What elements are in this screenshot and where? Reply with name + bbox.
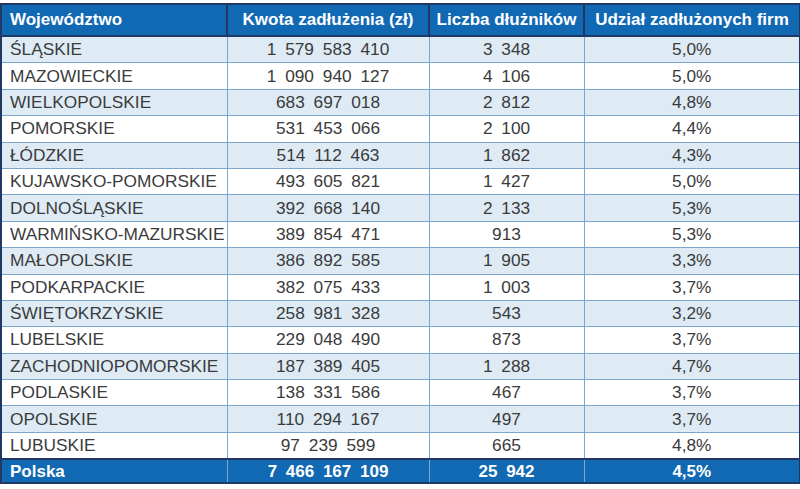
column-header-liczba-dluznikow: Liczba dłużników [429,4,584,37]
cell-debtors: 665 [429,432,584,459]
table-row: KUJAWSKO-POMORSKIE493 605 8211 4275,0% [1,168,800,194]
cell-region: POMORSKIE [1,116,227,142]
cell-debtors: 2 133 [429,195,584,221]
cell-region: ŚWIĘTOKRZYSKIE [1,300,227,326]
table-row: ŚWIĘTOKRZYSKIE258 981 3285433,2% [1,300,800,326]
cell-share: 5,0% [584,36,800,63]
cell-debtors: 467 [429,380,584,406]
cell-share: 5,0% [584,168,800,194]
table-footer: Polska 7 466 167 109 25 942 4,5% [1,459,800,483]
table-row: ŁÓDZKIE514 112 4631 8624,3% [1,142,800,168]
cell-debtors: 913 [429,221,584,247]
cell-amount: 386 892 585 [227,248,429,274]
cell-share: 4,3% [584,142,800,168]
cell-debtors: 1 288 [429,353,584,379]
cell-share: 3,7% [584,274,800,300]
footer-cell-debtors: 25 942 [429,459,584,483]
cell-share: 5,0% [584,63,800,89]
cell-region: ZACHODNIOPOMORSKIE [1,353,227,379]
cell-share: 3,7% [584,406,800,432]
cell-share: 3,7% [584,380,800,406]
table-row: PODKARPACKIE382 075 4331 0033,7% [1,274,800,300]
cell-region: OPOLSKIE [1,406,227,432]
cell-region: ŁÓDZKIE [1,142,227,168]
cell-debtors: 1 003 [429,274,584,300]
header-row: Województwo Kwota zadłużenia (zł) Liczba… [1,4,800,37]
cell-amount: 229 048 490 [227,327,429,353]
cell-amount: 138 331 586 [227,380,429,406]
cell-debtors: 543 [429,300,584,326]
cell-region: MAŁOPOLSKIE [1,248,227,274]
table-row: MAZOWIECKIE1 090 940 1274 1065,0% [1,63,800,89]
cell-debtors: 3 348 [429,36,584,63]
table-row: ŚLĄSKIE1 579 583 4103 3485,0% [1,36,800,63]
table-row: LUBUSKIE97 239 5996654,8% [1,432,800,459]
cell-share: 3,2% [584,300,800,326]
cell-debtors: 2 100 [429,116,584,142]
cell-region: MAZOWIECKIE [1,63,227,89]
table-body: ŚLĄSKIE1 579 583 4103 3485,0%MAZOWIECKIE… [1,36,800,459]
cell-debtors: 4 106 [429,63,584,89]
cell-amount: 531 453 066 [227,116,429,142]
table-row: OPOLSKIE110 294 1674973,7% [1,406,800,432]
table-row: MAŁOPOLSKIE386 892 5851 9053,3% [1,248,800,274]
cell-amount: 493 605 821 [227,168,429,194]
cell-share: 5,3% [584,195,800,221]
table-header: Województwo Kwota zadłużenia (zł) Liczba… [1,4,800,37]
cell-region: WARMIŃSKO-MAZURSKIE [1,221,227,247]
cell-amount: 683 697 018 [227,89,429,115]
table-row: POMORSKIE531 453 0662 1004,4% [1,116,800,142]
cell-amount: 1 579 583 410 [227,36,429,63]
column-header-udzial-zadluzonych-firm: Udział zadłużonych firm [584,4,800,37]
cell-region: PODKARPACKIE [1,274,227,300]
cell-share: 3,7% [584,327,800,353]
cell-region: ŚLĄSKIE [1,36,227,63]
cell-amount: 389 854 471 [227,221,429,247]
footer-cell-region: Polska [1,459,227,483]
cell-amount: 187 389 405 [227,353,429,379]
table-row: WIELKOPOLSKIE683 697 0182 8124,8% [1,89,800,115]
cell-region: WIELKOPOLSKIE [1,89,227,115]
table-row: DOLNOŚLĄSKIE392 668 1402 1335,3% [1,195,800,221]
cell-debtors: 1 905 [429,248,584,274]
cell-region: LUBELSKIE [1,327,227,353]
cell-debtors: 1 427 [429,168,584,194]
cell-share: 5,3% [584,221,800,247]
cell-debtors: 2 812 [429,89,584,115]
cell-share: 4,4% [584,116,800,142]
footer-row: Polska 7 466 167 109 25 942 4,5% [1,459,800,483]
cell-debtors: 873 [429,327,584,353]
footer-cell-amount: 7 466 167 109 [227,459,429,483]
cell-debtors: 497 [429,406,584,432]
cell-region: KUJAWSKO-POMORSKIE [1,168,227,194]
cell-amount: 258 981 328 [227,300,429,326]
footer-cell-share: 4,5% [584,459,800,483]
table-row: ZACHODNIOPOMORSKIE187 389 4051 2884,7% [1,353,800,379]
cell-amount: 1 090 940 127 [227,63,429,89]
cell-amount: 514 112 463 [227,142,429,168]
column-header-kwota-zadluzenia: Kwota zadłużenia (zł) [227,4,429,37]
table-row: WARMIŃSKO-MAZURSKIE389 854 4719135,3% [1,221,800,247]
debt-table: Województwo Kwota zadłużenia (zł) Liczba… [0,3,800,485]
cell-region: PODLASKIE [1,380,227,406]
cell-amount: 392 668 140 [227,195,429,221]
cell-share: 4,7% [584,353,800,379]
cell-share: 4,8% [584,89,800,115]
table-row: LUBELSKIE229 048 4908733,7% [1,327,800,353]
column-header-wojewodztwo: Województwo [1,4,227,37]
cell-amount: 382 075 433 [227,274,429,300]
cell-amount: 110 294 167 [227,406,429,432]
cell-region: LUBUSKIE [1,432,227,459]
cell-amount: 97 239 599 [227,432,429,459]
table-row: PODLASKIE138 331 5864673,7% [1,380,800,406]
cell-debtors: 1 862 [429,142,584,168]
cell-share: 4,8% [584,432,800,459]
cell-share: 3,3% [584,248,800,274]
cell-region: DOLNOŚLĄSKIE [1,195,227,221]
